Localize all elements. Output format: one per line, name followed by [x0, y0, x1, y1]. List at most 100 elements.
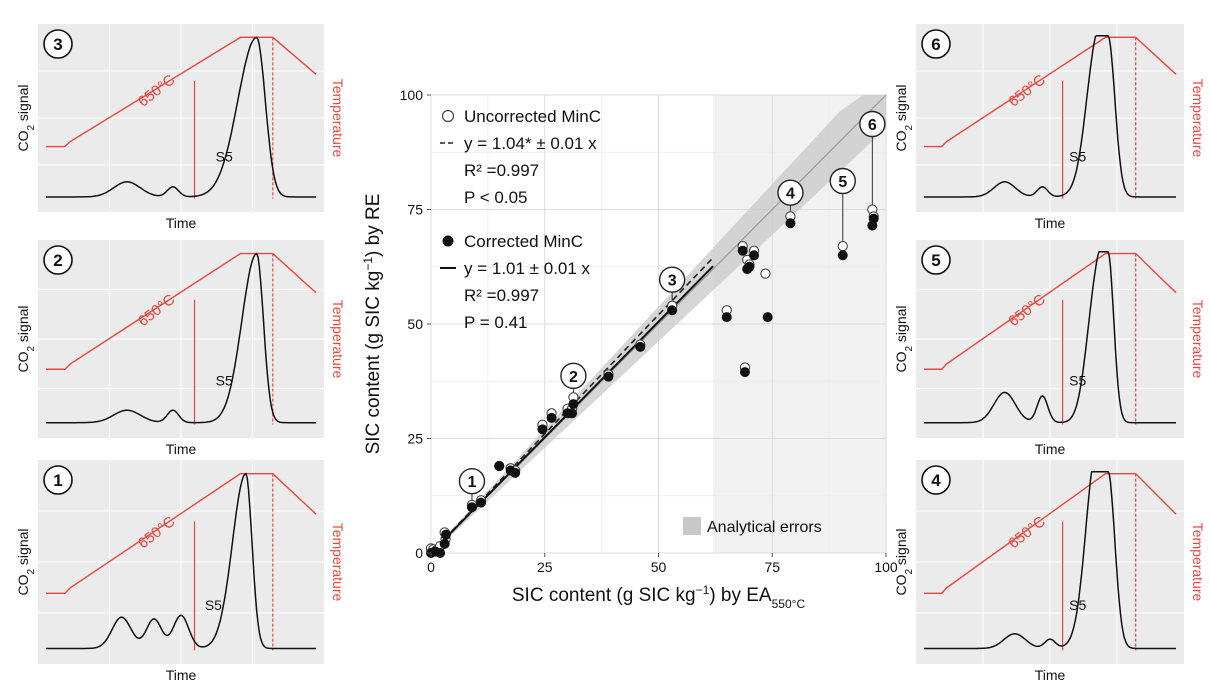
legend-uncorrected-label: Uncorrected MinC — [464, 107, 601, 126]
callout-label: 5 — [838, 174, 847, 191]
legend-corrected-p: P = 0.41 — [464, 313, 528, 332]
corrected-point — [749, 250, 760, 261]
panel-number: 2 — [53, 251, 62, 270]
temperature-profile — [46, 472, 317, 594]
legend: Uncorrected MinC y = 1.04* ± 0.01 x R² =0.… — [440, 107, 822, 536]
corrected-point — [737, 245, 748, 256]
temperature-profile — [46, 252, 317, 370]
time-label: Time — [166, 667, 197, 683]
temperature-label: Temperature — [330, 79, 346, 158]
legend-filled-marker — [442, 235, 454, 247]
temperature-profile — [924, 36, 1177, 148]
co2-signal-label: CO2 signal — [15, 84, 37, 151]
y-axis-title: SIC content (g SIC kg−1) by RE — [361, 194, 384, 455]
callout-circle — [458, 468, 486, 495]
analytical-errors-swatch — [683, 517, 701, 535]
callout-2: 2 — [560, 362, 587, 402]
time-label: Time — [1035, 441, 1066, 457]
x-tick-label: 25 — [537, 559, 553, 575]
temperature-label: Temperature — [1190, 300, 1206, 379]
co2-signal-label: CO2 signal — [893, 84, 915, 151]
co2-signal-curve — [46, 472, 316, 650]
legend-uncorrected-fit: y = 1.04* ± 0.01 x — [464, 134, 597, 153]
panel-number: 5 — [931, 251, 940, 270]
y-tick-label: 0 — [415, 545, 423, 561]
corrected-point — [510, 467, 521, 478]
temperature-profile — [924, 472, 1177, 594]
corrected-point — [568, 399, 579, 410]
x-axis-title: SIC content (g SIC kg−1) by EA550°C — [512, 583, 806, 611]
co2-signal-label: CO2 signal — [15, 528, 37, 595]
corrected-point — [744, 261, 755, 272]
main-scatter-chart: 1 2 3 4 5 6 0 25 50 75 100 0 25 50 75 100 SIC content (g… — [361, 87, 898, 611]
temperature-profile — [924, 252, 1177, 370]
legend-uncorrected-r2: R² =0.997 — [464, 161, 539, 180]
panel-number-circle — [43, 465, 73, 495]
uncorrected-point — [837, 240, 848, 252]
callout-circle — [777, 179, 804, 206]
callout-1: 1 — [458, 468, 486, 508]
co2-signal-curve — [924, 34, 1176, 198]
legend-open-marker — [441, 109, 455, 123]
callout-label: 1 — [467, 474, 476, 491]
temperature-label: Temperature — [330, 523, 346, 602]
corrected-point — [603, 371, 614, 382]
corrected-point — [435, 548, 446, 559]
corrected-point — [667, 305, 678, 316]
y-tick-label: 100 — [400, 87, 424, 103]
peak-label: S5 — [1069, 372, 1086, 388]
peak-label: S5 — [205, 597, 222, 613]
callout-circle — [859, 110, 886, 138]
temperature-label: Temperature — [330, 300, 346, 379]
callout-label: 6 — [868, 117, 877, 134]
panel-number: 3 — [53, 35, 62, 54]
callout-3: 3 — [658, 266, 686, 306]
co2-signal-curve — [924, 251, 1176, 424]
panel-number: 1 — [53, 471, 62, 490]
corrected-point — [441, 529, 452, 540]
legend-uncorrected-p: P < 0.05 — [464, 188, 528, 207]
corrected-point — [721, 312, 732, 323]
corrected-point — [494, 460, 505, 471]
panel-number-circle — [43, 245, 73, 275]
time-label: Time — [166, 441, 197, 457]
corrected-point — [466, 502, 477, 513]
callout-circle — [560, 362, 587, 390]
peak-label: S5 — [216, 372, 233, 388]
time-label: Time — [1035, 215, 1066, 231]
panel-number-circle — [43, 29, 73, 59]
peak-label: S5 — [1069, 149, 1086, 165]
uncorrected-point — [760, 268, 771, 279]
callout-label: 2 — [569, 369, 578, 386]
legend-corrected-label: Corrected MinC — [464, 232, 583, 251]
callout-label: 3 — [668, 273, 677, 290]
callout-4: 4 — [777, 179, 804, 219]
co2-signal-label: CO2 signal — [893, 305, 915, 372]
corrected-point — [537, 424, 548, 435]
y-tick-label: 50 — [407, 316, 423, 332]
corrected-point — [837, 250, 848, 261]
panel-number-circle — [921, 245, 951, 275]
x-tick-label: 50 — [651, 559, 667, 575]
time-label: Time — [166, 215, 197, 231]
peak-label: S5 — [1069, 597, 1086, 613]
temperature-label: Temperature — [1190, 79, 1206, 158]
y-tick-label: 25 — [407, 431, 423, 447]
co2-signal-label: CO2 signal — [15, 305, 37, 372]
legend-corrected-fit: y = 1.01 ± 0.01 x — [464, 259, 591, 278]
corrected-point — [546, 412, 557, 423]
co2-signal-curve — [46, 252, 316, 424]
callout-circle — [829, 167, 856, 195]
corrected-point — [739, 367, 750, 378]
corrected-points — [425, 213, 879, 559]
co2-signal-curve — [46, 36, 316, 198]
corrected-point — [762, 312, 773, 323]
temperature-label: Temperature — [1190, 523, 1206, 602]
callout-6: 6 — [859, 110, 886, 215]
temperature-profile — [46, 36, 317, 148]
